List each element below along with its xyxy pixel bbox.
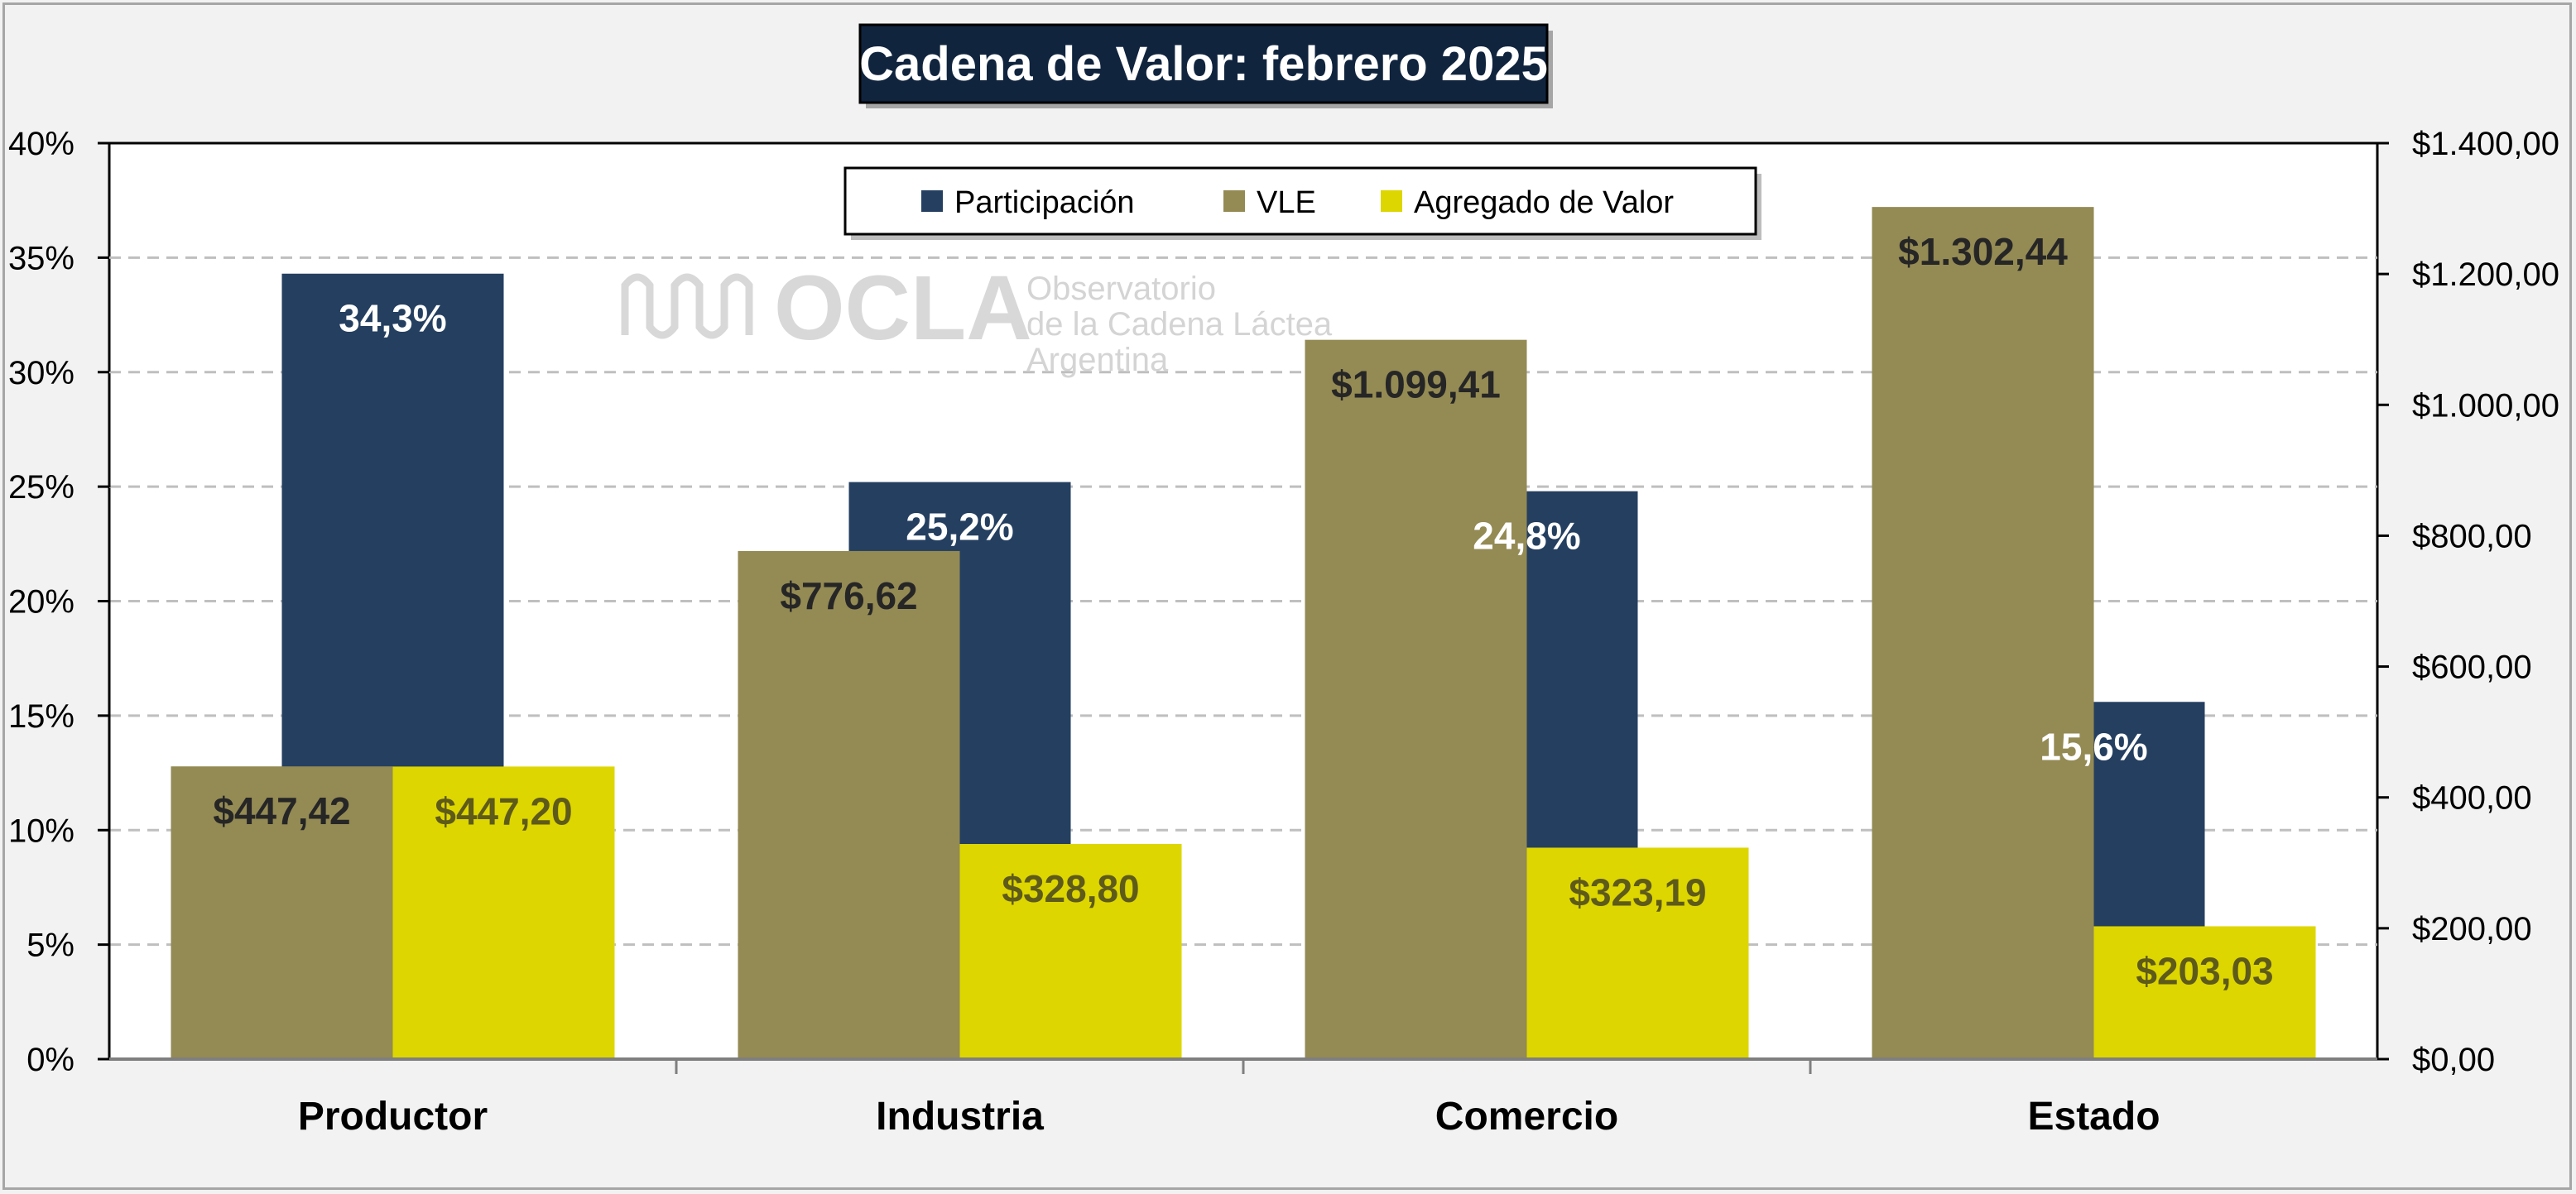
- bar-agregado-valor: [959, 844, 1182, 1059]
- y-left-tick-label: 20%: [8, 584, 74, 621]
- data-label-participacion: 15,6%: [2040, 725, 2147, 768]
- y-right-tick-label: $800,00: [2412, 518, 2532, 554]
- bar-vle: [1872, 207, 2094, 1059]
- data-label-participacion: 34,3%: [339, 297, 446, 340]
- y-right-tick-label: $600,00: [2412, 650, 2532, 686]
- y-left-tick-label: 35%: [8, 240, 74, 276]
- y-right-tick-label: $1.000,00: [2412, 387, 2559, 424]
- data-label-vle: $776,62: [780, 574, 917, 617]
- bar-vle: [738, 550, 960, 1059]
- watermark-logo-text: OCLA: [774, 257, 1032, 359]
- y-right-tick-label: $1.400,00: [2412, 126, 2559, 162]
- x-category-label: Productor: [298, 1095, 488, 1139]
- title-box: [858, 23, 1549, 104]
- labels-layer: 34,3% $447,42 $447,20 25,2% $776,62 $328,80 24…: [213, 230, 2273, 992]
- data-label-agregado-valor: $203,03: [2136, 949, 2273, 992]
- x-category-label: Comercio: [1435, 1095, 1618, 1139]
- bar-agregado-valor: [392, 766, 615, 1059]
- watermark-line3: Argentina: [1026, 342, 1169, 378]
- y-right-tick-label: $1.200,00: [2412, 257, 2559, 293]
- y-right-tick-label: $200,00: [2412, 911, 2532, 947]
- bar-agregado-valor: [2093, 926, 2316, 1059]
- y-left-tick-label: 15%: [8, 698, 74, 735]
- legend-box: [843, 166, 1757, 236]
- axes-layer: 0% 5% 10% 15% 20% 25% 30% 35% 40% $0,00 $200,00 $40…: [8, 126, 2559, 1139]
- bars-layer: [171, 207, 2316, 1060]
- data-label-agregado-valor: $328,80: [1002, 867, 1139, 910]
- data-label-agregado-valor: $447,20: [435, 789, 572, 832]
- legend-label: Agregado de Valor: [1414, 185, 1674, 220]
- y-left-tick-label: 25%: [8, 469, 74, 506]
- data-label-vle: $1.302,44: [1898, 230, 2068, 273]
- ocla-watermark: OCLA Observatorio de la Cadena Láctea Ar…: [621, 257, 1333, 378]
- bar-vle: [171, 766, 393, 1059]
- data-label-participacion: 25,2%: [906, 506, 1013, 549]
- y-left-tick-label: 10%: [8, 813, 74, 849]
- chart-title: Cadena de Valor: febrero 2025: [859, 37, 1548, 91]
- bar-vle: [1305, 339, 1527, 1060]
- chart-title-group: Cadena de Valor: febrero 2025: [858, 23, 1553, 108]
- y-right-tick-label: $400,00: [2412, 780, 2532, 817]
- y-left-tick-label: 5%: [26, 928, 74, 964]
- bar-agregado-valor: [1526, 847, 1749, 1059]
- y-left-tick-label: 40%: [8, 126, 74, 162]
- legend-swatch: [1381, 190, 1402, 212]
- legend-swatch: [921, 190, 943, 212]
- legend: Participación VLE Agregado de Valor: [843, 166, 1761, 240]
- data-label-vle: $1.099,41: [1331, 363, 1501, 406]
- x-category-label: Estado: [2027, 1095, 2160, 1139]
- data-label-vle: $447,42: [213, 789, 350, 832]
- data-label-participacion: 24,8%: [1473, 515, 1580, 558]
- y-right-tick-label: $0,00: [2412, 1042, 2495, 1078]
- data-label-agregado-valor: $323,19: [1569, 870, 1706, 913]
- legend-swatch: [1223, 190, 1245, 212]
- watermark-line2: de la Cadena Láctea: [1026, 306, 1333, 343]
- y-left-tick-label: 30%: [8, 355, 74, 391]
- ocla-logo-icon: [621, 273, 753, 339]
- legend-label: VLE: [1257, 185, 1316, 220]
- legend-label: Participación: [954, 185, 1135, 220]
- x-category-label: Industria: [876, 1095, 1044, 1139]
- y-left-tick-label: 0%: [26, 1042, 74, 1078]
- watermark-line1: Observatorio: [1026, 271, 1216, 307]
- legend-items: Participación VLE Agregado de Valor: [921, 185, 1674, 220]
